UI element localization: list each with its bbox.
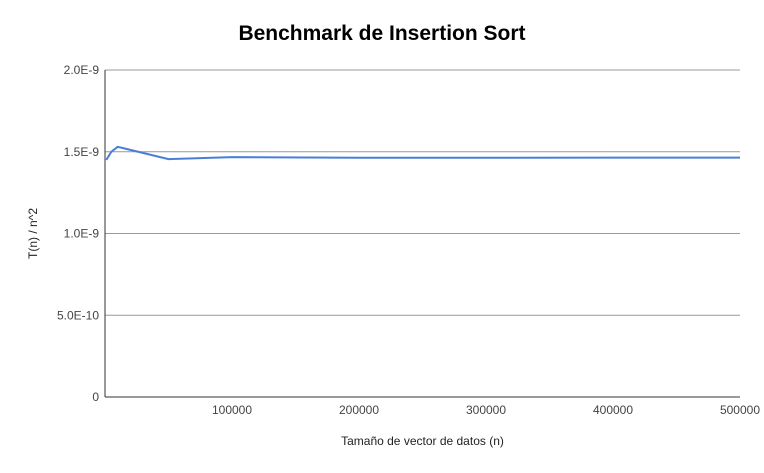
y-tick-label: 1.5E-9 [64, 145, 100, 159]
axes [104, 70, 740, 398]
data-point [485, 157, 487, 159]
data-point [168, 158, 170, 160]
y-tick-label: 0 [92, 390, 99, 404]
data-point [612, 157, 614, 159]
x-tick-labels: 100000 200000 300000 400000 500000 [212, 403, 760, 417]
series-layer [105, 145, 741, 161]
data-point [231, 156, 233, 158]
chart-title: Benchmark de Insertion Sort [238, 22, 526, 45]
x-tick-label: 400000 [593, 403, 633, 417]
y-axis-label: T(n) / n^2 [26, 208, 40, 259]
data-point [739, 157, 741, 159]
y-tick-labels: 0 5.0E-10 1.0E-9 1.5E-9 2.0E-9 [57, 63, 99, 404]
y-tick-label: 1.0E-9 [64, 227, 100, 241]
data-point [111, 151, 113, 153]
series-line [105, 145, 740, 161]
data-point [105, 159, 107, 161]
x-tick-label: 300000 [466, 403, 506, 417]
y-tick-label: 2.0E-9 [64, 63, 100, 77]
x-axis-label: Tamaño de vector de datos (n) [341, 434, 504, 448]
x-tick-label: 100000 [212, 403, 252, 417]
x-tick-label: 200000 [339, 403, 379, 417]
y-tick-label: 5.0E-10 [57, 308, 99, 322]
data-point [358, 157, 360, 159]
grid-lines [105, 69, 740, 316]
x-tick-label: 500000 [720, 403, 760, 417]
data-point [117, 146, 119, 148]
